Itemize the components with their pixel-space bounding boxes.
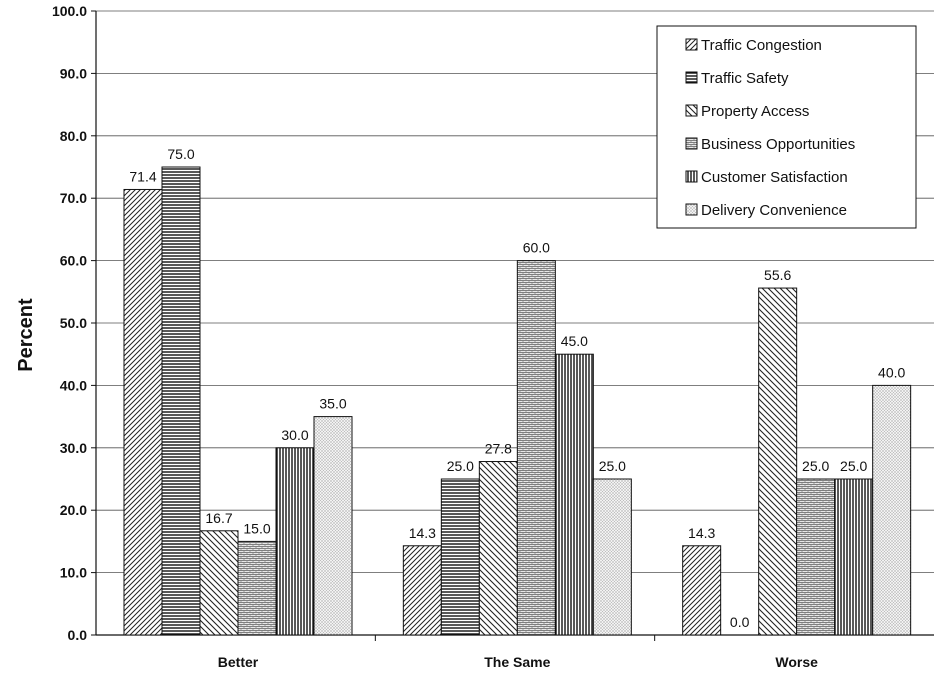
y-tick-label: 60.0 bbox=[60, 253, 87, 269]
bar bbox=[275, 447, 315, 636]
bar bbox=[796, 478, 836, 636]
data-label: 30.0 bbox=[281, 427, 308, 443]
y-tick-label: 80.0 bbox=[60, 128, 87, 144]
legend-label: Delivery Convenience bbox=[701, 202, 847, 219]
y-tick-label: 20.0 bbox=[60, 502, 87, 518]
data-label: 25.0 bbox=[840, 458, 867, 474]
bars bbox=[123, 166, 912, 636]
y-tick-label: 10.0 bbox=[60, 565, 87, 581]
x-tick-label: The Same bbox=[484, 654, 550, 670]
data-label: 40.0 bbox=[878, 364, 905, 380]
bar bbox=[237, 540, 277, 636]
legend-swatch bbox=[685, 170, 698, 183]
legend-swatch bbox=[685, 38, 698, 51]
data-label: 0.0 bbox=[730, 614, 750, 630]
bar bbox=[402, 545, 442, 636]
legend: Traffic Congestion Traffic Safety Property… bbox=[656, 25, 917, 229]
bar bbox=[682, 545, 722, 636]
legend-swatch bbox=[685, 71, 698, 84]
data-label: 75.0 bbox=[167, 146, 194, 162]
y-axis-title: Percent bbox=[15, 298, 37, 372]
y-tick-label: 70.0 bbox=[60, 190, 87, 206]
legend-label: Business Opportunities bbox=[701, 136, 855, 153]
y-tick-label: 100.0 bbox=[52, 3, 87, 19]
y-tick-label: 0.0 bbox=[68, 627, 88, 643]
bar bbox=[592, 478, 632, 636]
y-tick-label: 40.0 bbox=[60, 377, 87, 393]
bar bbox=[516, 260, 556, 636]
x-tick-label: Better bbox=[218, 654, 259, 670]
legend-label: Property Access bbox=[701, 103, 809, 120]
y-tick-label: 50.0 bbox=[60, 315, 87, 331]
bar bbox=[123, 188, 163, 636]
data-label: 60.0 bbox=[523, 240, 550, 256]
bar bbox=[440, 478, 480, 636]
data-label: 71.4 bbox=[129, 168, 156, 184]
legend-label: Traffic Safety bbox=[701, 70, 789, 87]
data-label: 45.0 bbox=[561, 333, 588, 349]
data-label: 35.0 bbox=[319, 396, 346, 412]
data-label: 14.3 bbox=[409, 525, 436, 541]
data-label: 27.8 bbox=[485, 441, 512, 457]
bar bbox=[834, 478, 874, 636]
data-label: 16.7 bbox=[205, 510, 232, 526]
legend-swatch bbox=[685, 137, 698, 150]
legend-swatch bbox=[685, 203, 698, 216]
data-label: 55.6 bbox=[764, 267, 791, 283]
x-tick-label: Worse bbox=[775, 654, 818, 670]
legend-label: Traffic Congestion bbox=[701, 37, 822, 54]
bar bbox=[872, 384, 912, 636]
bar bbox=[313, 416, 353, 636]
legend-label: Customer Satisfaction bbox=[701, 169, 848, 186]
data-label: 25.0 bbox=[447, 458, 474, 474]
data-label: 15.0 bbox=[243, 520, 270, 536]
bar bbox=[758, 287, 798, 636]
data-labels: 71.4 75.0 16.7 15.0 30.0 35.0 14.3 25.0 27.8 60.0… bbox=[129, 146, 905, 630]
y-tick-label: 30.0 bbox=[60, 440, 87, 456]
data-label: 25.0 bbox=[599, 458, 626, 474]
bar bbox=[554, 353, 594, 636]
data-label: 25.0 bbox=[802, 458, 829, 474]
data-label: 14.3 bbox=[688, 525, 715, 541]
bar bbox=[199, 530, 239, 636]
gridlines bbox=[96, 10, 934, 573]
legend-swatch bbox=[685, 104, 698, 117]
bar bbox=[478, 461, 518, 636]
legend-box bbox=[656, 25, 917, 229]
bar bbox=[161, 166, 201, 636]
y-tick-label: 90.0 bbox=[60, 65, 87, 81]
